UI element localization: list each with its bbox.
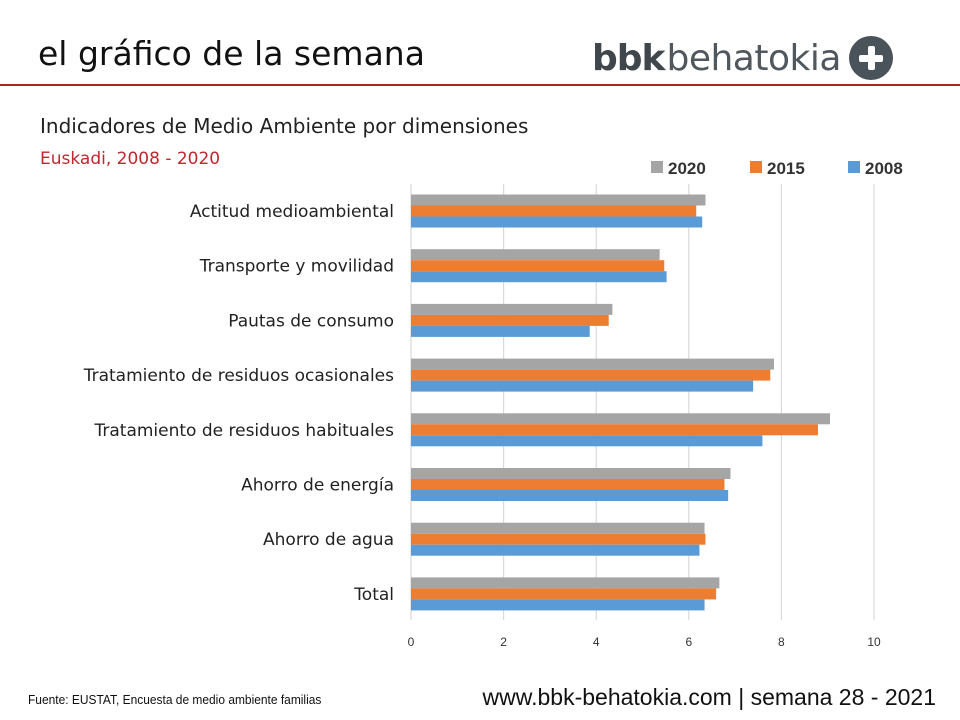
bar-2015 (411, 424, 818, 436)
bars (411, 194, 831, 611)
bar-2008 (411, 435, 763, 447)
legend-swatch-2008 (848, 161, 860, 173)
bar-2020 (411, 249, 660, 261)
x-tick-label: 8 (778, 635, 785, 649)
bar-2020 (411, 413, 831, 425)
bar-2015 (411, 205, 697, 217)
bar-2020 (411, 303, 613, 315)
bar-2020 (411, 468, 731, 479)
footer-site: www.bbk-behatokia.com | semana 28 - 2021 (482, 684, 936, 710)
category-label: Pautas de consumo (228, 311, 394, 331)
bar-2008 (411, 490, 729, 501)
header-divider (0, 84, 960, 86)
chart-subtitle: Euskadi, 2008 - 2020 (40, 149, 221, 169)
x-tick-label: 6 (685, 635, 692, 649)
category-label: Tratamiento de residuos ocasionales (83, 366, 394, 386)
category-label: Total (353, 585, 394, 605)
bar-2015 (411, 369, 771, 381)
page-title: el gráfico de la semana (38, 34, 425, 73)
legend-swatch-2015 (750, 161, 762, 173)
bar-2020 (411, 194, 706, 206)
bar-2015 (411, 260, 665, 272)
source-note: Fuente: EUSTAT, Encuesta de medio ambien… (28, 692, 322, 707)
logo-behatokia-text: behatokia (666, 37, 841, 79)
legend-label: 2008 (865, 159, 903, 178)
bar-2008 (411, 325, 590, 337)
legend: 2020 2015 2008 (651, 159, 903, 178)
bar-2020 (411, 577, 720, 589)
bar-2008 (411, 271, 667, 283)
bar-2020 (411, 522, 705, 534)
bar-2015 (411, 314, 609, 326)
category-labels: Actitud medioambiental Transporte y movil… (83, 202, 394, 605)
logo-bbk-text: bbk (592, 37, 665, 79)
category-label: Tratamiento de residuos habituales (93, 421, 394, 441)
bar-2008 (411, 599, 705, 611)
category-label: Actitud medioambiental (190, 202, 394, 222)
legend-swatch-2020 (651, 161, 663, 173)
bar-2015 (411, 479, 725, 490)
x-tick-label: 0 (408, 635, 415, 649)
brand-logo: bbk behatokia (592, 32, 893, 84)
category-label: Transporte y movilidad (199, 257, 394, 277)
x-tick-label: 10 (867, 635, 881, 649)
legend-label: 2015 (767, 159, 805, 178)
chart-title: Indicadores de Medio Ambiente por dimens… (40, 114, 529, 138)
plus-circle-icon (848, 36, 893, 80)
x-axis-ticks: 0 2 4 6 8 10 (408, 635, 881, 649)
bar-2015 (411, 588, 717, 600)
bar-2008 (411, 216, 703, 228)
bar-2020 (411, 358, 774, 370)
legend-label: 2020 (668, 159, 706, 178)
x-tick-label: 4 (593, 635, 600, 649)
category-label: Ahorro de agua (263, 530, 394, 550)
category-label: Ahorro de energía (241, 476, 394, 496)
x-tick-label: 2 (500, 635, 507, 649)
bar-2008 (411, 380, 754, 392)
bar-2015 (411, 533, 706, 545)
bar-2008 (411, 544, 700, 556)
